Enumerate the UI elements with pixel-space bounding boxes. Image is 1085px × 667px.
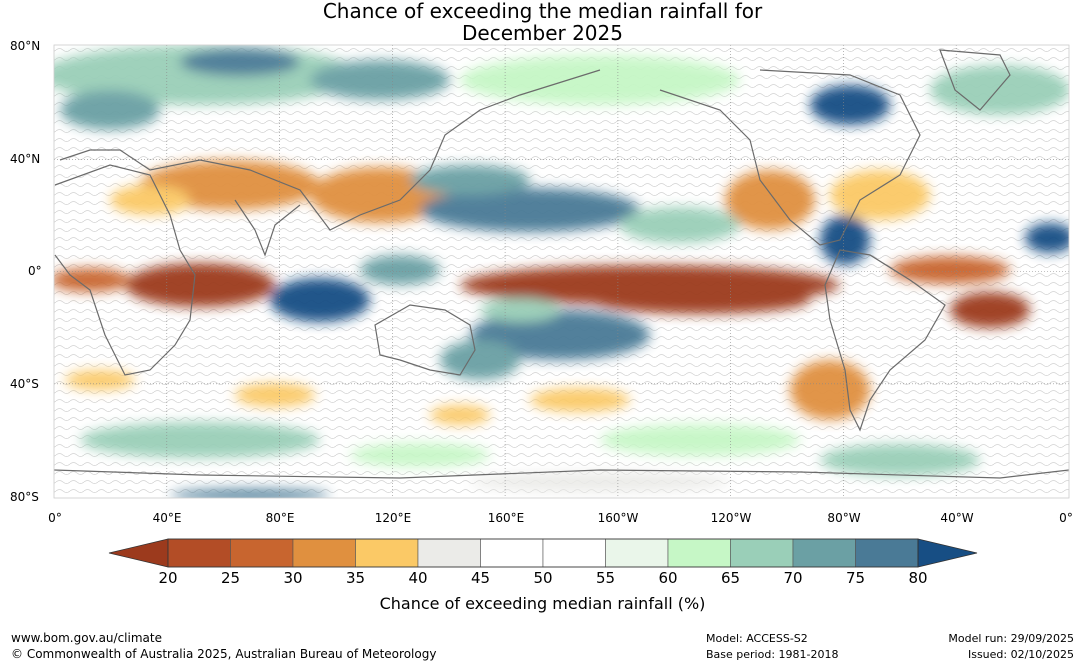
colorbar-tick-label: 65 — [720, 569, 741, 587]
africa-outline — [54, 164, 196, 376]
lon-label: 80°W — [827, 511, 861, 525]
colorbar-tick-label: 50 — [533, 569, 553, 587]
colorbar-segment — [292, 538, 356, 568]
colorbar-segment — [855, 538, 919, 568]
lat-label: 40°N — [10, 152, 41, 166]
colorbar-segment — [417, 538, 481, 568]
graticule — [54, 45, 1069, 498]
india-outline — [234, 199, 301, 257]
colorbar-tick-label: 30 — [283, 569, 303, 587]
greenland-outline — [939, 49, 1011, 111]
lat-label: 0° — [28, 264, 42, 278]
colorbar-segment — [542, 538, 606, 568]
chart-title-line2: December 2025 — [462, 21, 623, 45]
colorbar-tick-label: 80 — [908, 569, 928, 587]
colorbar-segment — [792, 538, 856, 568]
map-plot-area — [54, 45, 1069, 498]
colorbar-tick-label: 75 — [845, 569, 866, 587]
colorbar-segment — [667, 538, 731, 568]
colorbar-segment — [730, 538, 794, 568]
colorbar-segment — [480, 538, 544, 568]
lon-label: 160°E — [487, 511, 525, 525]
colorbar-segment — [230, 538, 294, 568]
colorbar-tick-label: 35 — [345, 569, 366, 587]
model-run-date: Model run: 29/09/2025 — [948, 632, 1074, 645]
north-america-outline — [659, 69, 921, 246]
colorbar-segment — [355, 538, 419, 568]
colorbar-tick-label: 60 — [658, 569, 678, 587]
colorbar-tick-label: 40 — [408, 569, 428, 587]
colorbar-low-arrow — [108, 538, 169, 568]
map-frame — [53, 44, 1070, 499]
colorbar-tick-label: 55 — [595, 569, 616, 587]
colorbar-title: Chance of exceeding median rainfall (%) — [379, 594, 706, 613]
lon-label: 160°W — [597, 511, 639, 525]
colorbar-tick-label: 20 — [158, 569, 178, 587]
lat-label: 80°N — [10, 39, 41, 53]
website-link[interactable]: www.bom.gov.au/climate — [11, 631, 162, 645]
colorbar-tick-label: 45 — [470, 569, 491, 587]
antarctica-outline — [54, 469, 1069, 479]
model-name: Model: ACCESS-S2 — [706, 632, 808, 645]
colorbar-segment — [167, 538, 231, 568]
coastlines — [54, 49, 1069, 479]
copyright-text: © Commonwealth of Australia 2025, Austra… — [11, 647, 437, 661]
lon-label: 0° — [1059, 511, 1073, 525]
lon-label: 120°E — [374, 511, 412, 525]
lon-label: 0° — [48, 511, 62, 525]
europe-asia-outline — [59, 69, 601, 231]
colorbar-high-arrow — [917, 538, 978, 568]
base-period: Base period: 1981-2018 — [706, 648, 839, 661]
colorbar-tick-label: 70 — [783, 569, 803, 587]
lat-label: 80°S — [10, 490, 39, 504]
colorbar-tick-label: 25 — [220, 569, 241, 587]
south-america-outline — [824, 249, 946, 432]
lat-label: 40°S — [10, 377, 39, 391]
chart-title-line1: Chance of exceeding the median rainfall … — [322, 0, 763, 23]
rainfall-anomaly-field — [54, 45, 1069, 498]
colorbar-segment — [605, 538, 669, 568]
colorbar — [108, 538, 978, 568]
issued-date: Issued: 02/10/2025 — [967, 648, 1074, 661]
lon-label: 120°W — [710, 511, 752, 525]
lon-label: 40°W — [940, 511, 974, 525]
lon-label: 80°E — [265, 511, 295, 525]
lon-label: 40°E — [152, 511, 182, 525]
australia-outline — [374, 304, 476, 376]
